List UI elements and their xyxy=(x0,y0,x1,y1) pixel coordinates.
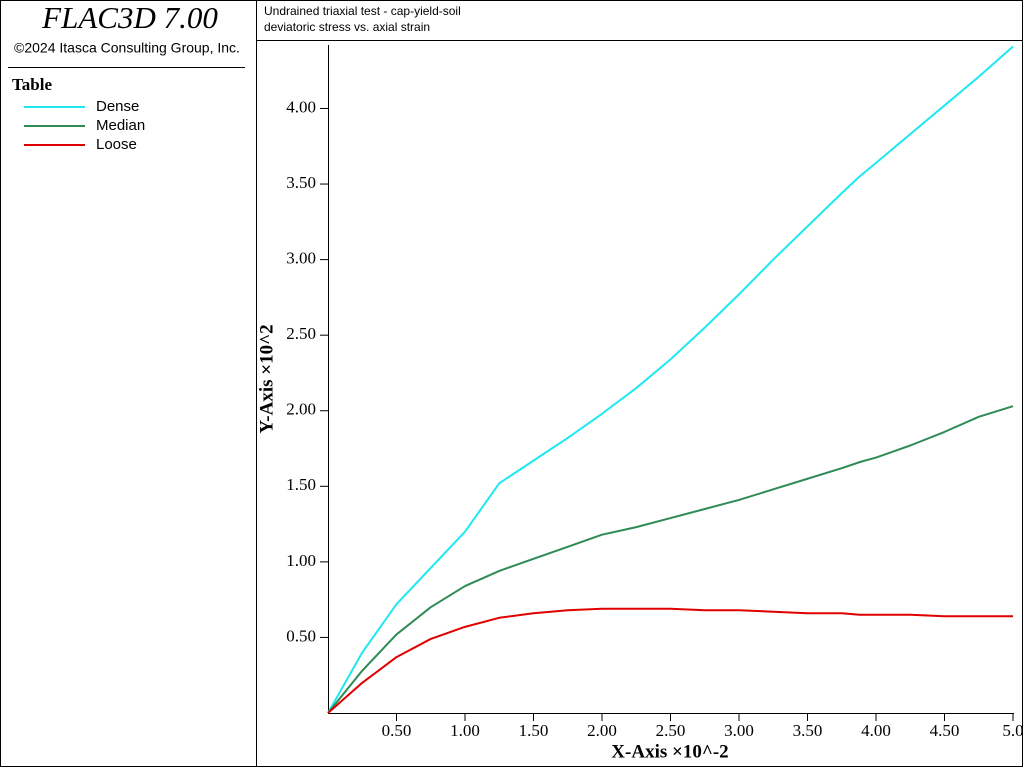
legend-title: Table xyxy=(12,75,52,94)
y-tick-label: 2.00 xyxy=(286,400,316,419)
brand: FLAC3D 7.00 xyxy=(41,0,218,35)
y-tick-label: 1.00 xyxy=(286,551,316,570)
y-tick-label: 1.50 xyxy=(286,475,316,494)
legend-label: Loose xyxy=(96,136,137,153)
y-tick-label: 3.50 xyxy=(286,173,316,192)
x-tick-label: 1.00 xyxy=(450,721,480,740)
x-tick-label: 5.0 xyxy=(1002,721,1023,740)
x-tick-label: 0.50 xyxy=(382,721,412,740)
legend-label: Median xyxy=(96,117,145,134)
y-tick-label: 2.50 xyxy=(286,324,316,343)
x-tick-label: 1.50 xyxy=(519,721,549,740)
copyright: ©2024 Itasca Consulting Group, Inc. xyxy=(14,40,240,56)
series-line xyxy=(327,45,1014,714)
y-tick-label: 4.00 xyxy=(286,97,316,116)
chart-subtitle: deviatoric stress vs. axial strain xyxy=(264,20,430,34)
y-tick-label: 3.00 xyxy=(286,249,316,268)
y-axis-label: Y-Axis ×10^2 xyxy=(256,324,277,433)
x-tick-label: 3.00 xyxy=(724,721,754,740)
x-axis-label: X-Axis ×10^-2 xyxy=(611,741,728,762)
x-tick-label: 4.50 xyxy=(930,721,960,740)
x-tick-label: 2.00 xyxy=(587,721,617,740)
y-tick-label: 0.50 xyxy=(286,626,316,645)
legend-label: Dense xyxy=(96,98,139,115)
chart-title: Undrained triaxial test - cap-yield-soil xyxy=(264,4,461,18)
x-tick-label: 2.50 xyxy=(656,721,686,740)
x-tick-label: 3.50 xyxy=(793,721,823,740)
series-line xyxy=(327,607,1013,714)
x-tick-label: 4.00 xyxy=(861,721,891,740)
series-line xyxy=(327,405,1014,714)
